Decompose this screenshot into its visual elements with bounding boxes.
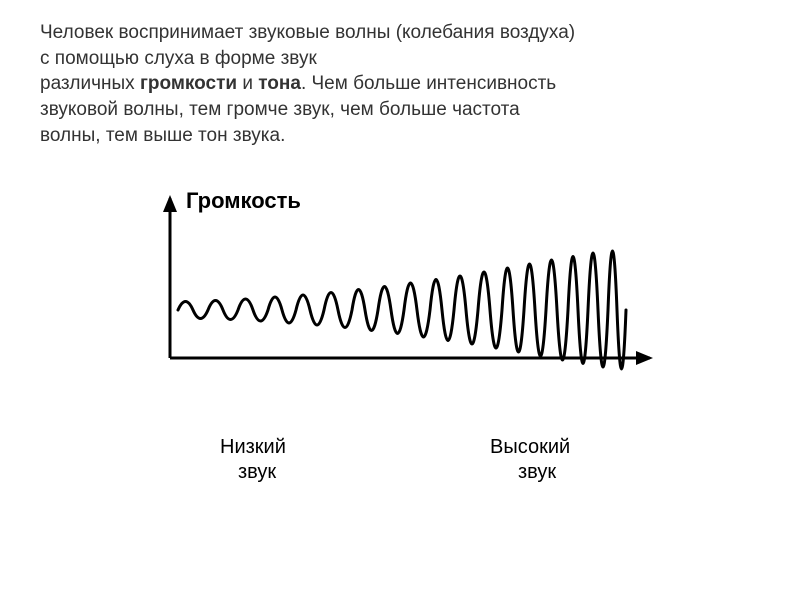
para-bold1: громкости (140, 73, 237, 94)
description-paragraph: Человек воспринимает звуковые волны (кол… (40, 20, 760, 148)
sound-wave-chart: Громкость Низкий звук Высокий звук (120, 178, 680, 498)
x-label-low-1: Низкий (220, 436, 286, 458)
x-label-high-1: Высокий (490, 436, 570, 458)
x-label-high-2: звук (518, 461, 556, 483)
para-line5: волны, тем выше тон звука. (40, 125, 285, 146)
para-line3b: и (237, 73, 258, 94)
chart-wrapper: Громкость Низкий звук Высокий звук (40, 178, 760, 498)
para-bold2: тона (258, 73, 301, 94)
y-axis-label: Громкость (186, 188, 301, 213)
para-line3c: . Чем больше интенсивность (301, 73, 556, 94)
x-label-low-2: звук (238, 461, 276, 483)
para-line2: с помощью слуха в форме звук (40, 48, 317, 69)
para-line4: звуковой волны, тем громче звук, чем бол… (40, 99, 520, 120)
wave-svg: Громкость Низкий звук Высокий звук (120, 178, 680, 498)
para-line3a: различных (40, 73, 140, 94)
para-line1: Человек воспринимает звуковые волны (кол… (40, 22, 575, 43)
